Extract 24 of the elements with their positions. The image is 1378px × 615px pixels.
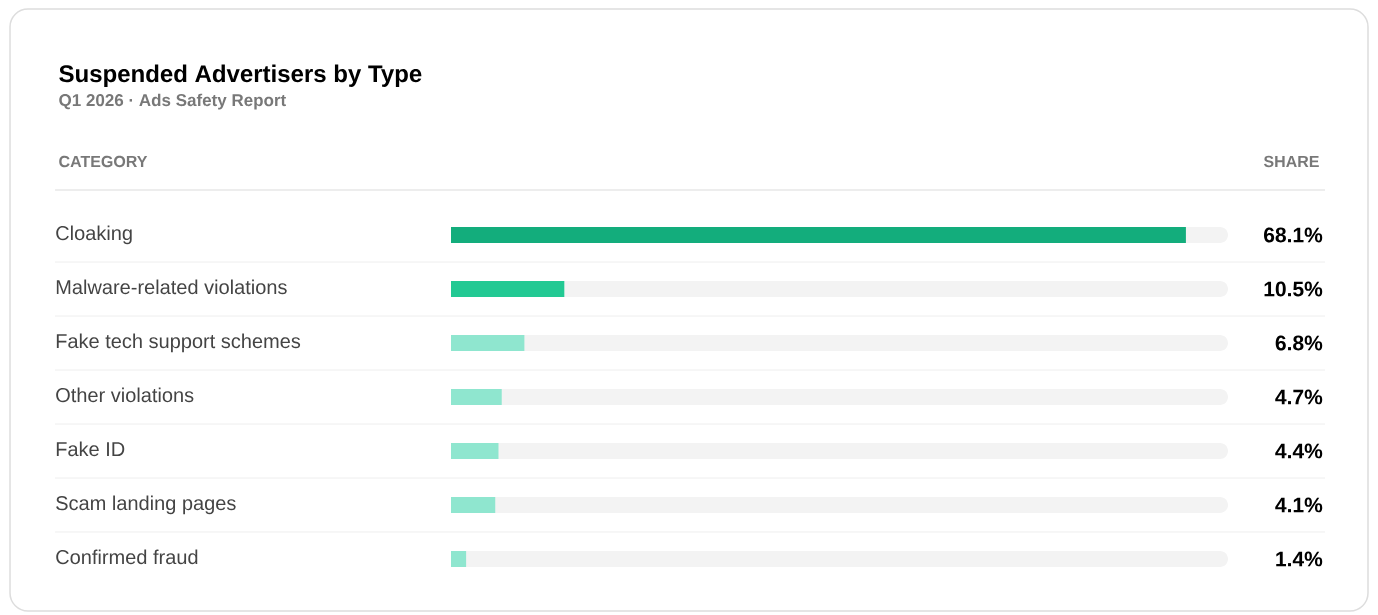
bar [451, 281, 565, 297]
text: Q1 2026 · Ads Safety Report [59, 93, 286, 110]
y-axis-title: CATEGORY [59, 155, 148, 168]
bar [451, 334, 525, 351]
x-axis-title: SHARE [1263, 155, 1319, 168]
y-tick-label: Malware-related violations [56, 279, 287, 295]
y-tick-label: Other violations [56, 387, 194, 403]
bar [451, 388, 502, 405]
bar [451, 550, 467, 567]
data-label: 4.1% [1275, 497, 1323, 513]
y-tick-label: Cloaking [56, 225, 132, 245]
bar [451, 442, 499, 459]
data-label: 10.5% [1264, 281, 1323, 297]
y-tick-label: Fake tech support schemes [56, 333, 301, 353]
data-label: 6.8% [1275, 335, 1323, 351]
y-tick-label: Confirmed fraud [56, 549, 198, 565]
y-tick-label: Fake ID [56, 441, 125, 457]
data-label: 4.4% [1275, 443, 1323, 459]
data-label: 4.7% [1275, 389, 1323, 405]
text: Suspended Advertisers by Type [59, 64, 422, 87]
y-tick-label: Scam landing pages [56, 495, 236, 515]
data-label: 68.1% [1264, 227, 1323, 243]
bar [451, 496, 496, 513]
data-label: 1.4% [1276, 551, 1323, 567]
